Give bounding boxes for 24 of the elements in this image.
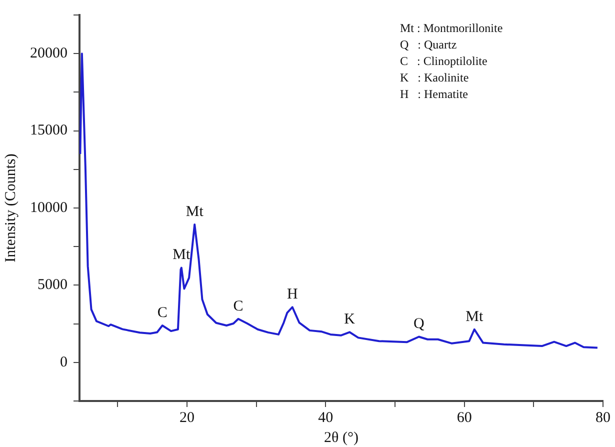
y-tick-label: 5000: [38, 277, 68, 294]
annotation: Mt: [172, 247, 192, 264]
annotation: K : Kaolinite: [400, 70, 469, 85]
x-tick-label: 80: [596, 410, 610, 426]
annotation: Mt : Montmorillonite: [400, 21, 503, 36]
x-tick-label: 40: [318, 410, 334, 426]
annotation: H : Hematite: [400, 87, 468, 102]
annotation: K: [344, 312, 356, 328]
y-tick-label: 15000: [30, 122, 68, 139]
y-tick-label: 0: [60, 354, 68, 370]
y-tick-label: 10000: [30, 200, 68, 216]
y-tick-label: 20000: [30, 46, 68, 62]
annotation: C : Clinoptilolite: [400, 54, 488, 68]
x-axis-title: 2θ (°): [324, 430, 358, 446]
x-tick-label: 20: [179, 410, 194, 426]
x-tick-label: 60: [456, 410, 472, 426]
annotation: Mt: [466, 308, 484, 325]
annotation: Q : Quartz: [400, 38, 457, 52]
y-axis-title: Intensity (Counts): [2, 154, 19, 262]
annotation: C: [157, 304, 168, 321]
annotation: H: [286, 286, 298, 303]
annotation: Mt: [186, 204, 204, 220]
annotation: C: [233, 298, 244, 314]
annotation: Q: [413, 316, 424, 332]
